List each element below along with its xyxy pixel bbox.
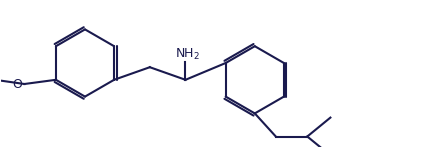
Text: NH$_2$: NH$_2$ bbox=[175, 47, 200, 62]
Text: O: O bbox=[12, 77, 22, 91]
